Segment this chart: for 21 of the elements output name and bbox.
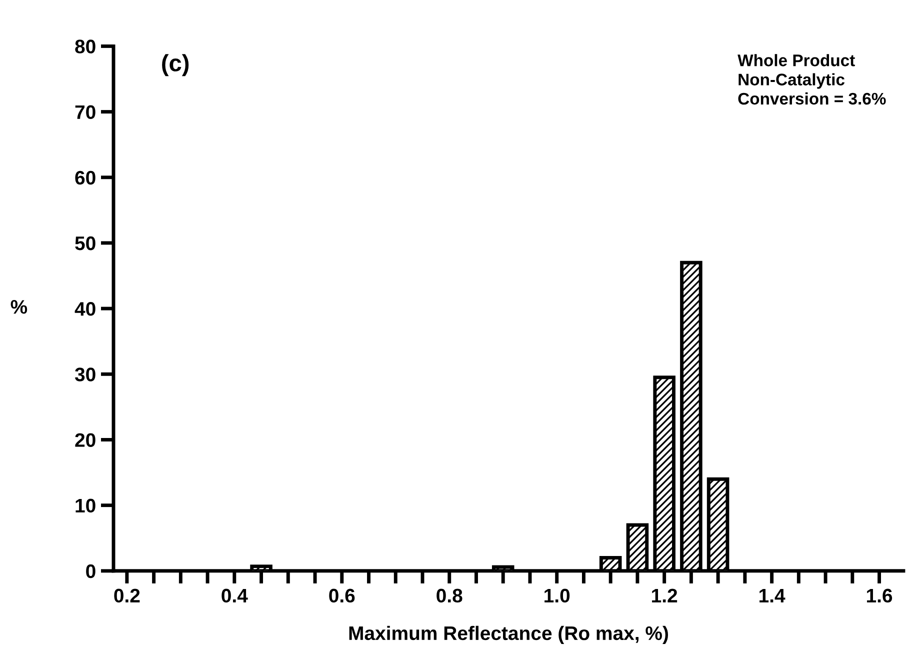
- x-tick-label: 1.0: [544, 588, 570, 603]
- y-tick-label: 40: [74, 302, 96, 316]
- x-tick-label: 0.6: [329, 588, 355, 603]
- x-tick-label: 0.4: [222, 588, 248, 603]
- x-tick-label: 1.6: [866, 588, 892, 603]
- y-tick-label: 80: [75, 40, 96, 54]
- x-axis-title: Maximum Reflectance (Ro max, %): [349, 626, 668, 644]
- annotation: Whole Product Non-Catalytic Conversion = 3.6%: [738, 54, 886, 105]
- y-axis-title: %: [10, 300, 28, 314]
- y-tick-label: 70: [75, 105, 96, 120]
- y-tick-label: 20: [75, 433, 96, 447]
- x-tick-label: 0.2: [114, 588, 140, 603]
- annotation: (c): [162, 54, 189, 76]
- y-tick-label: 60: [75, 170, 96, 185]
- x-tick-label: 1.2: [652, 588, 678, 602]
- x-tick-label: 1.4: [760, 588, 786, 602]
- y-tick-label: 10: [76, 498, 96, 513]
- x-tick-label: 0.8: [436, 588, 462, 603]
- y-tick-label: 50: [75, 236, 96, 250]
- y-tick-label: 0: [86, 564, 96, 578]
- y-tick-label: 30: [74, 368, 96, 382]
